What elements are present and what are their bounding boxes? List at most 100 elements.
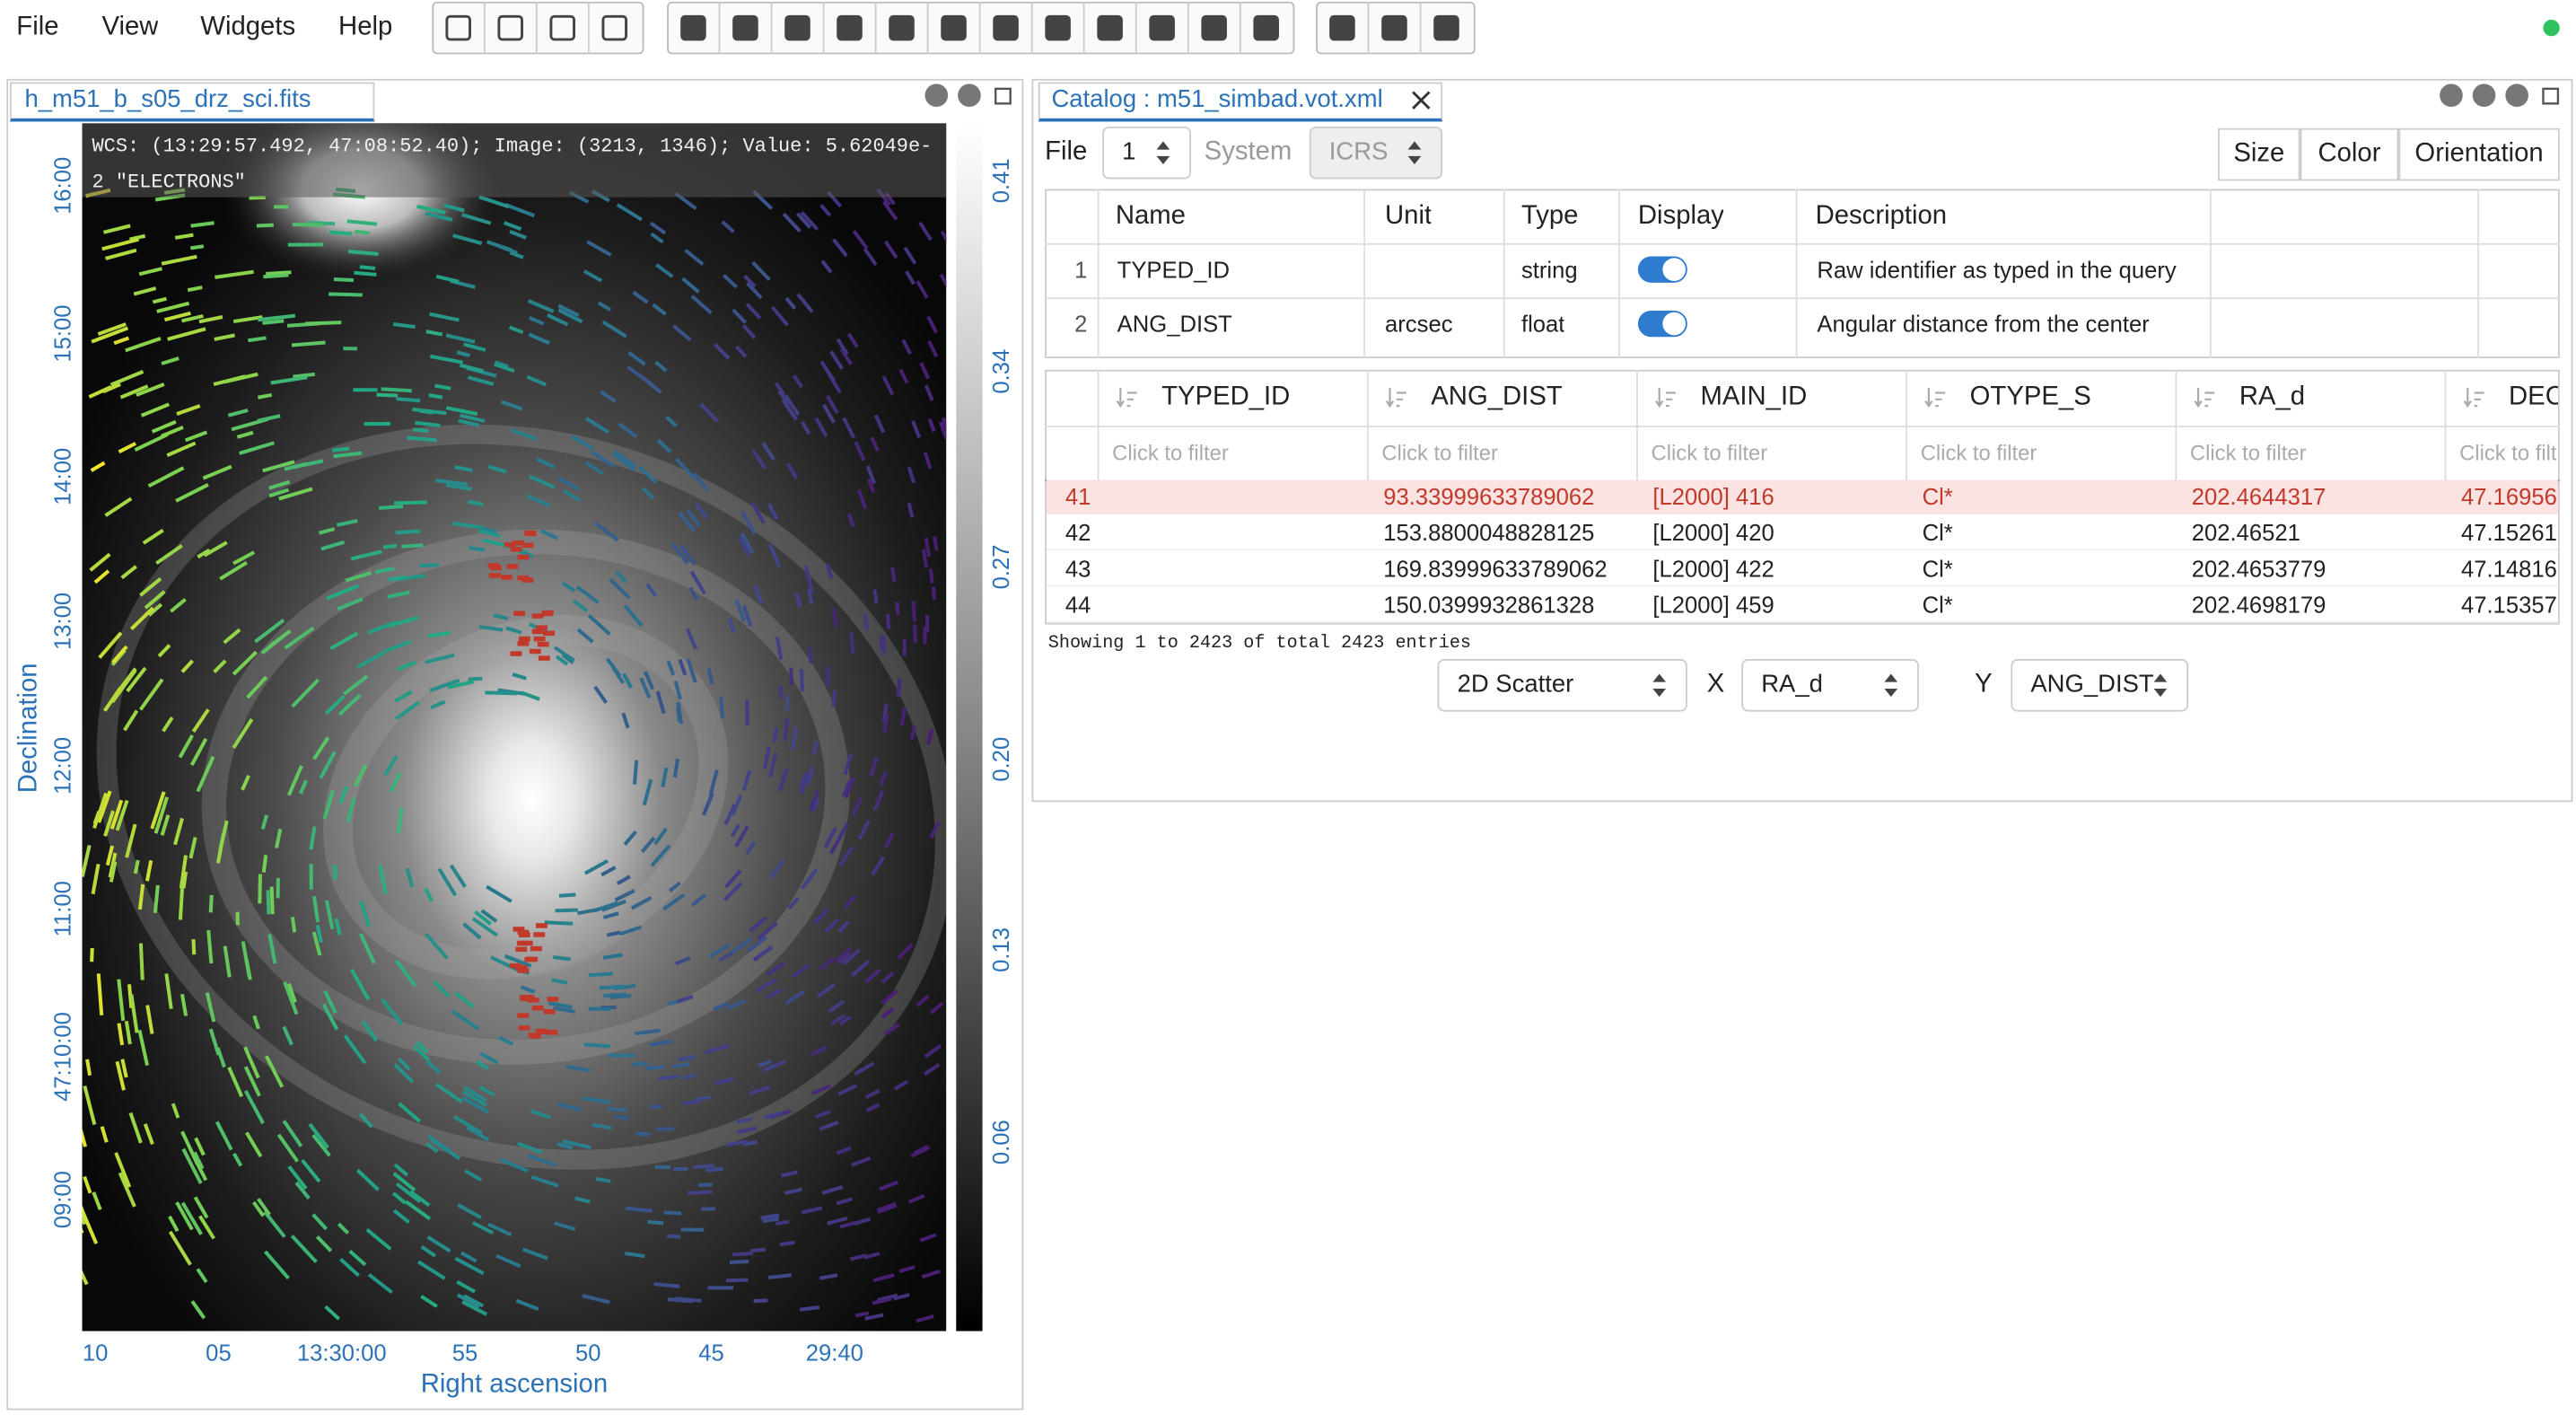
- y-select[interactable]: [2011, 658, 2189, 712]
- polarization-vector: [724, 869, 742, 889]
- selected-region: [517, 641, 530, 646]
- polarization-vector: [287, 1165, 308, 1190]
- polarization-vector: [82, 1270, 89, 1286]
- polarization-vector: [115, 1060, 126, 1091]
- polarization-vector: [286, 982, 297, 1004]
- toolbar-icon: [941, 14, 967, 41]
- polarization-vector: [117, 1023, 125, 1046]
- polarization-vector: [913, 1145, 929, 1156]
- polarization-vector: [284, 626, 315, 650]
- table-cell: Cl*: [1922, 555, 1953, 582]
- polarization-vector: [831, 607, 838, 628]
- polarization-vector: [138, 267, 162, 277]
- polarization-vector: [420, 1295, 438, 1308]
- polarization-vector: [478, 529, 501, 538]
- filter-input[interactable]: Click to filter: [2189, 440, 2307, 466]
- polarization-vector: [100, 1126, 109, 1143]
- polarization-vector: [745, 840, 757, 856]
- polarization-vector: [854, 1061, 875, 1076]
- selected-region: [509, 962, 521, 969]
- table-cell: 169.83999633789062: [1383, 555, 1608, 582]
- polarization-vector: [893, 1079, 909, 1091]
- dec-tick-label: 09:00: [48, 1171, 76, 1229]
- polarization-vector: [708, 769, 719, 796]
- option-button[interactable]: Size: [2218, 127, 2300, 181]
- polarization-vector: [924, 537, 932, 558]
- polarization-vector: [461, 1095, 490, 1114]
- polarization-vector: [358, 933, 376, 964]
- polarization-vector: [741, 769, 752, 791]
- polarization-vector: [866, 479, 876, 494]
- option-button[interactable]: Orientation: [2398, 127, 2560, 181]
- filter-input[interactable]: Click to filter: [2459, 440, 2557, 466]
- x-select[interactable]: [1741, 658, 1919, 712]
- polarization-vector: [501, 400, 523, 411]
- table-row[interactable]: [1046, 552, 2558, 587]
- filter-input[interactable]: Click to filter: [1112, 440, 1229, 466]
- filter-input[interactable]: Click to filter: [1651, 440, 1768, 466]
- polarization-vector: [665, 415, 678, 427]
- polarization-vector: [839, 1221, 856, 1229]
- menu-item[interactable]: Help: [338, 13, 393, 41]
- polarization-vector: [102, 687, 122, 712]
- polarization-vector: [583, 858, 609, 875]
- polarization-vector: [374, 567, 395, 575]
- polarization-vector: [101, 237, 140, 251]
- polarization-vector: [746, 282, 763, 300]
- arrow-icon: [1652, 673, 1667, 698]
- file-select[interactable]: [1102, 126, 1192, 180]
- wcs-readout: WCS: (13:29:57.492, 47:08:52.40); Image:…: [82, 123, 947, 198]
- polarization-vector: [188, 837, 197, 859]
- polarization-vector: [337, 597, 364, 611]
- polarization-vector: [108, 852, 118, 878]
- polarization-vector: [897, 943, 914, 960]
- polarization-vector: [510, 427, 538, 442]
- polarization-vector: [555, 908, 578, 913]
- polarization-vector: [103, 810, 115, 837]
- polarization-vector: [584, 461, 604, 476]
- polarization-vector: [751, 449, 767, 470]
- polarization-vector: [653, 827, 668, 846]
- polarization-vector: [616, 203, 643, 222]
- polarization-vector: [556, 1142, 574, 1150]
- option-button[interactable]: Color: [2300, 127, 2399, 181]
- catalog-tab-title[interactable]: Catalog : m51_simbad.vot.xml: [1051, 85, 1383, 114]
- polarization-vector: [486, 884, 513, 903]
- polarization-vector: [232, 550, 256, 566]
- polarization-vector: [428, 393, 443, 400]
- polarization-vector: [921, 549, 929, 568]
- table-row[interactable]: [1046, 479, 2558, 514]
- polarization-vector: [223, 628, 241, 645]
- polarization-vector: [232, 650, 258, 676]
- toolbar-icon: [889, 14, 915, 41]
- polarization-vector: [864, 968, 881, 984]
- menu-item[interactable]: File: [16, 13, 59, 41]
- polarization-vector: [836, 1146, 852, 1156]
- plot-type-select[interactable]: [1437, 658, 1687, 712]
- sky-image: [82, 123, 947, 1332]
- polarization-vector: [434, 383, 451, 391]
- polarization-vector: [338, 786, 349, 804]
- menu-item[interactable]: View: [101, 13, 159, 41]
- filter-input[interactable]: Click to filter: [1381, 440, 1498, 466]
- polarization-vector: [376, 392, 399, 398]
- menu-item[interactable]: Widgets: [200, 13, 296, 41]
- system-select[interactable]: [1309, 126, 1443, 180]
- table-row[interactable]: [1046, 516, 2558, 551]
- polarization-vector: [923, 452, 933, 470]
- selected-region: [513, 927, 525, 932]
- filter-input[interactable]: Click to filter: [1920, 440, 2037, 466]
- polarization-vector: [171, 1103, 180, 1119]
- polarization-vector: [394, 690, 413, 703]
- polarization-vector: [743, 274, 757, 288]
- polarization-vector: [452, 233, 483, 246]
- polarization-vector: [173, 817, 184, 846]
- polarization-vector: [819, 360, 837, 382]
- table-row[interactable]: [1046, 588, 2558, 623]
- polarization-vector: [787, 896, 801, 910]
- polarization-vector: [482, 538, 508, 548]
- polarization-vector: [781, 398, 798, 421]
- image-tab-title[interactable]: h_m51_b_s05_drz_sci.fits: [24, 85, 311, 114]
- polarization-vector: [916, 1314, 934, 1323]
